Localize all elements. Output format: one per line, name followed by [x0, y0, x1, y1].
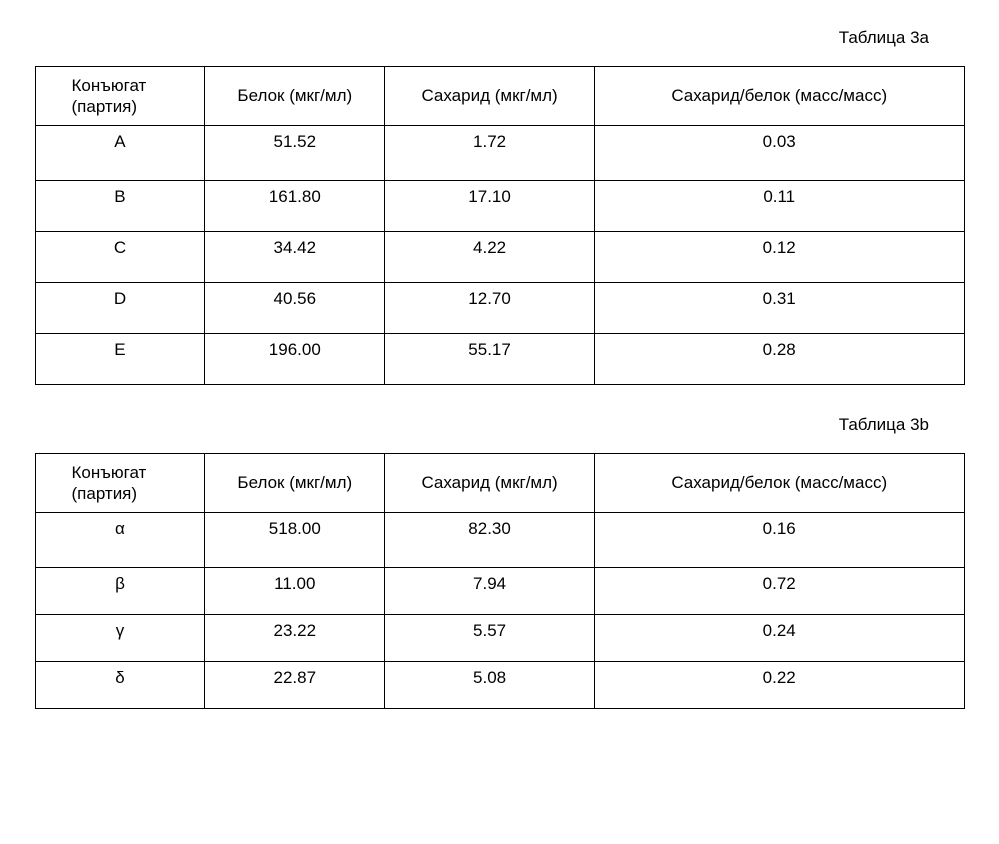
table-cell: 161.80: [205, 181, 385, 232]
table-cell: 0.11: [594, 181, 964, 232]
table-cell: γ: [35, 615, 205, 662]
table-cell: D: [35, 283, 205, 334]
table-cell: 0.31: [594, 283, 964, 334]
table-a: Конъюгат (партия) Белок (мкг/мл) Сахарид…: [35, 66, 965, 385]
table-cell: 34.42: [205, 232, 385, 283]
table-cell: 40.56: [205, 283, 385, 334]
table-b-header-row: Конъюгат (партия) Белок (мкг/мл) Сахарид…: [35, 454, 964, 513]
table-cell: 4.22: [385, 232, 595, 283]
table-cell: 12.70: [385, 283, 595, 334]
table-a-header-1: Белок (мкг/мл): [205, 67, 385, 126]
table-cell: A: [35, 126, 205, 181]
table-cell: B: [35, 181, 205, 232]
table-row: δ 22.87 5.08 0.22: [35, 662, 964, 709]
table-a-header-3: Сахарид/белок (масс/масс): [594, 67, 964, 126]
table-cell: C: [35, 232, 205, 283]
table-row: γ 23.22 5.57 0.24: [35, 615, 964, 662]
table-row: B 161.80 17.10 0.11: [35, 181, 964, 232]
table-row: α 518.00 82.30 0.16: [35, 513, 964, 568]
table-cell: 518.00: [205, 513, 385, 568]
table-cell: α: [35, 513, 205, 568]
table-cell: 0.24: [594, 615, 964, 662]
table-cell: 82.30: [385, 513, 595, 568]
table-cell: 0.28: [594, 334, 964, 385]
header-label: Конъюгат (партия): [36, 75, 205, 118]
table-cell: 22.87: [205, 662, 385, 709]
table-cell: δ: [35, 662, 205, 709]
table-cell: 0.72: [594, 568, 964, 615]
table-cell: 1.72: [385, 126, 595, 181]
table-b-header-2: Сахарид (мкг/мл): [385, 454, 595, 513]
table-a-header-0: Конъюгат (партия): [35, 67, 205, 126]
table-cell: 196.00: [205, 334, 385, 385]
table-cell: E: [35, 334, 205, 385]
table-cell: 0.12: [594, 232, 964, 283]
table-a-caption: Таблица 3a: [30, 28, 929, 48]
table-row: E 196.00 55.17 0.28: [35, 334, 964, 385]
table-row: D 40.56 12.70 0.31: [35, 283, 964, 334]
table-b: Конъюгат (партия) Белок (мкг/мл) Сахарид…: [35, 453, 965, 709]
table-a-header-row: Конъюгат (партия) Белок (мкг/мл) Сахарид…: [35, 67, 964, 126]
table-b-header-3: Сахарид/белок (масс/масс): [594, 454, 964, 513]
table-b-header-0: Конъюгат (партия): [35, 454, 205, 513]
table-cell: 51.52: [205, 126, 385, 181]
table-cell: 23.22: [205, 615, 385, 662]
table-cell: 11.00: [205, 568, 385, 615]
table-row: A 51.52 1.72 0.03: [35, 126, 964, 181]
table-cell: 5.57: [385, 615, 595, 662]
header-label: Конъюгат (партия): [36, 462, 205, 505]
table-cell: β: [35, 568, 205, 615]
table-cell: 0.16: [594, 513, 964, 568]
table-b-caption: Таблица 3b: [30, 415, 929, 435]
table-cell: 0.22: [594, 662, 964, 709]
table-cell: 0.03: [594, 126, 964, 181]
table-cell: 7.94: [385, 568, 595, 615]
table-row: C 34.42 4.22 0.12: [35, 232, 964, 283]
table-cell: 17.10: [385, 181, 595, 232]
table-a-header-2: Сахарид (мкг/мл): [385, 67, 595, 126]
table-cell: 5.08: [385, 662, 595, 709]
table-cell: 55.17: [385, 334, 595, 385]
table-b-header-1: Белок (мкг/мл): [205, 454, 385, 513]
table-row: β 11.00 7.94 0.72: [35, 568, 964, 615]
